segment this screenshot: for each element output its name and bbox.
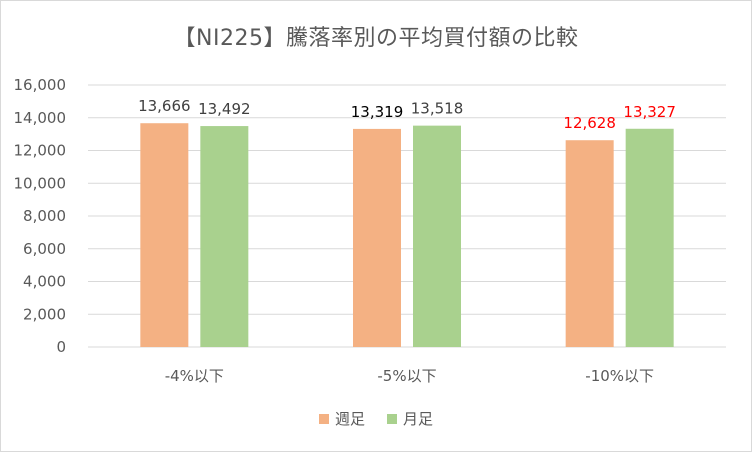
x-tick-label: -10%以下 bbox=[585, 367, 654, 385]
legend-item-monthly[interactable]: 月足 bbox=[387, 408, 433, 429]
x-axis-tick-labels: -4%以下 -5%以下 -10%以下 bbox=[165, 367, 654, 385]
bars bbox=[140, 123, 674, 347]
bar-monthly-0[interactable] bbox=[200, 126, 249, 347]
legend-swatch-monthly bbox=[387, 413, 397, 424]
gridlines bbox=[88, 84, 726, 348]
data-label: 13,518 bbox=[411, 100, 464, 118]
x-tick-label: -4%以下 bbox=[165, 367, 224, 385]
data-label: 12,628 bbox=[563, 114, 616, 132]
y-tick-label: 6,000 bbox=[23, 240, 66, 258]
y-tick-label: 2,000 bbox=[23, 305, 66, 323]
bar-weekly-2[interactable] bbox=[565, 140, 614, 347]
y-tick-label: 4,000 bbox=[23, 273, 66, 291]
bar-weekly-0[interactable] bbox=[140, 123, 189, 347]
bar-monthly-1[interactable] bbox=[413, 125, 461, 347]
y-axis-tick-labels: 0 2,000 4,000 6,000 8,000 10,000 12,000 14,000 1… bbox=[14, 76, 67, 356]
chart-title: 【NI225】騰落率別の平均買付額の比較 bbox=[173, 26, 579, 51]
y-tick-label: 12,000 bbox=[14, 142, 67, 160]
y-tick-label: 8,000 bbox=[23, 207, 66, 225]
legend-swatch-weekly bbox=[318, 413, 329, 424]
bar-weekly-1[interactable] bbox=[353, 128, 401, 347]
data-labels: 13,666 13,492 13,319 13,518 12,628 13,327 bbox=[138, 97, 676, 132]
legend-item-weekly[interactable]: 週足 bbox=[318, 408, 365, 429]
y-tick-label: 0 bbox=[56, 338, 66, 356]
y-tick-label: 14,000 bbox=[14, 109, 67, 127]
y-tick-label: 16,000 bbox=[14, 76, 67, 94]
data-label: 13,327 bbox=[623, 103, 676, 121]
data-label: 13,492 bbox=[198, 100, 251, 118]
legend-label-monthly: 月足 bbox=[403, 410, 434, 428]
legend-label-weekly: 週足 bbox=[334, 410, 365, 428]
x-tick-label: -5%以下 bbox=[377, 367, 436, 385]
data-label: 13,319 bbox=[351, 103, 404, 121]
bar-monthly-2[interactable] bbox=[625, 128, 674, 347]
y-tick-label: 10,000 bbox=[14, 174, 67, 192]
legend: 週足 月足 bbox=[0, 408, 752, 429]
data-label: 13,666 bbox=[138, 97, 191, 115]
